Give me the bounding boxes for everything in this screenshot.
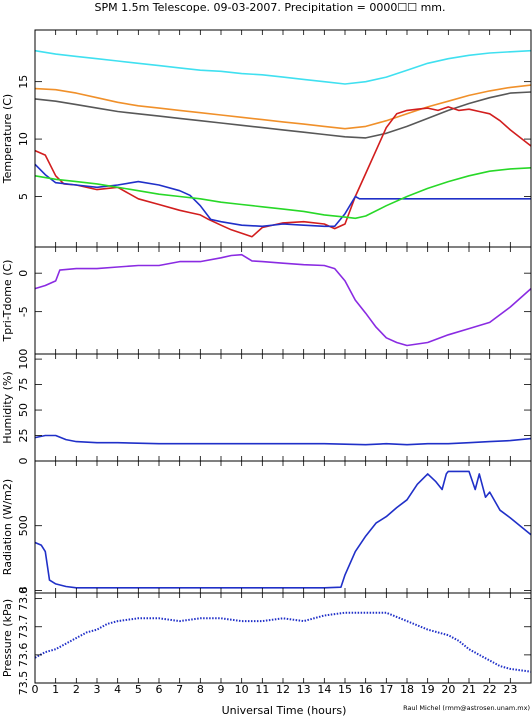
x-tick-label: 4 [114,683,121,696]
x-tick-label: 3 [94,683,101,696]
y-tick-label: 0 [17,458,30,465]
x-tick-label: 13 [297,683,311,696]
panel-frame-temperature [34,29,532,248]
y-tick-label: 73.8 [17,586,30,611]
series-line-humidity-0 [34,434,532,446]
y-tick-label: 0 [17,587,30,594]
y-tick-label: 0 [17,270,30,277]
series-line-temperature-0 [34,49,532,85]
series-line-temperature-3 [34,106,532,238]
series-line-pressure-0 [34,611,532,673]
panel-frame-humidity [34,353,532,462]
credit-text: Raul Michel (rmm@astrosen.unam.mx) [403,704,530,712]
series-line-tdiff-0 [34,253,532,347]
x-tick-label: 15 [338,683,352,696]
x-tick-label: 23 [503,683,517,696]
x-tick-label: 22 [483,683,497,696]
x-tick-label: 12 [276,683,290,696]
x-tick-label: 17 [379,683,393,696]
y-tick-label: 25 [17,429,30,443]
x-tick-label: 9 [218,683,225,696]
y-axis-label-humidity: Humidity (%) [1,371,14,443]
x-tick-label: 10 [235,683,249,696]
series-line-temperature-4 [34,163,531,228]
y-tick-label: 73.7 [17,614,30,639]
y-tick-label: 75 [17,378,30,392]
y-axis-label-tdiff: Tpri-Tdome (C) [1,260,14,343]
x-tick-label: 20 [441,683,455,696]
y-axis-label-temperature: Temperature (C) [1,94,14,184]
panel-frame-radiation [34,460,532,594]
x-tick-label: 8 [197,683,204,696]
x-tick-label: 21 [462,683,476,696]
panel-frame-pressure [34,592,532,684]
y-tick-label: 10 [17,132,30,146]
y-axis-label-pressure: Pressure (kPa) [1,599,14,677]
y-tick-label: 500 [17,515,30,536]
x-tick-label: 5 [135,683,142,696]
x-tick-label: 14 [317,683,331,696]
y-tick-label: 100 [17,349,30,370]
y-tick-label: 73.6 [17,643,30,668]
series-line-radiation-0 [34,470,532,589]
y-tick-label: 5 [17,193,30,200]
series-line-temperature-2 [34,91,532,139]
x-axis-label: Universal Time (hours) [222,704,347,717]
x-tick-label: 16 [359,683,373,696]
series-line-temperature-1 [34,84,532,130]
x-tick-label: 0 [32,683,39,696]
x-tick-label: 2 [73,683,80,696]
chart-title: SPM 1.5m Telescope. 09-03-2007. Precipit… [94,1,445,14]
x-tick-label: 6 [156,683,163,696]
series-line-temperature-5 [34,167,532,220]
x-tick-label: 7 [176,683,183,696]
y-tick-label: 15 [17,75,30,89]
x-tick-label: 11 [255,683,269,696]
x-tick-label: 18 [400,683,414,696]
y-tick-label: -5 [17,306,30,317]
y-tick-label: 73.5 [17,671,30,696]
y-tick-label: 50 [17,403,30,417]
x-axis: 0 1 2 3 4 5 6 7 8 9 10 11 12 13 14 15 16 17 18 19 20 21 22 23 [32,683,518,696]
x-tick-label: 1 [52,683,59,696]
x-tick-label: 19 [421,683,435,696]
y-axis-label-radiation: Radiation (W/m2) [1,479,14,575]
